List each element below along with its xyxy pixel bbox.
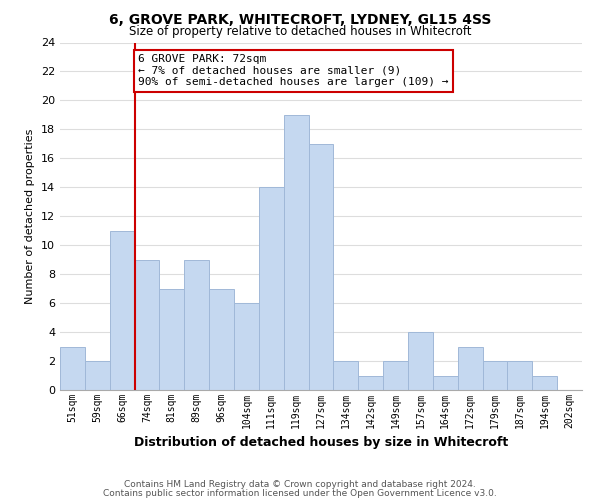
Bar <box>532 376 557 390</box>
Y-axis label: Number of detached properties: Number of detached properties <box>25 128 35 304</box>
Bar <box>508 361 532 390</box>
Bar <box>383 361 408 390</box>
Bar <box>110 230 134 390</box>
Bar <box>134 260 160 390</box>
Bar <box>85 361 110 390</box>
Bar <box>60 346 85 390</box>
Bar <box>209 288 234 390</box>
Bar <box>234 303 259 390</box>
Text: Contains public sector information licensed under the Open Government Licence v3: Contains public sector information licen… <box>103 488 497 498</box>
Bar <box>184 260 209 390</box>
Bar <box>458 346 482 390</box>
Text: 6, GROVE PARK, WHITECROFT, LYDNEY, GL15 4SS: 6, GROVE PARK, WHITECROFT, LYDNEY, GL15 … <box>109 12 491 26</box>
Text: 6 GROVE PARK: 72sqm
← 7% of detached houses are smaller (9)
90% of semi-detached: 6 GROVE PARK: 72sqm ← 7% of detached hou… <box>138 54 449 88</box>
Text: Contains HM Land Registry data © Crown copyright and database right 2024.: Contains HM Land Registry data © Crown c… <box>124 480 476 489</box>
Bar <box>482 361 508 390</box>
Bar <box>433 376 458 390</box>
Bar <box>358 376 383 390</box>
Bar <box>334 361 358 390</box>
Bar <box>284 115 308 390</box>
Bar <box>160 288 184 390</box>
Text: Size of property relative to detached houses in Whitecroft: Size of property relative to detached ho… <box>129 25 471 38</box>
Bar <box>308 144 334 390</box>
Bar <box>408 332 433 390</box>
Bar <box>259 188 284 390</box>
X-axis label: Distribution of detached houses by size in Whitecroft: Distribution of detached houses by size … <box>134 436 508 450</box>
